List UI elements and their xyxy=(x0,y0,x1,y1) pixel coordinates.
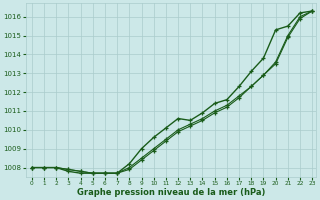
X-axis label: Graphe pression niveau de la mer (hPa): Graphe pression niveau de la mer (hPa) xyxy=(76,188,265,197)
